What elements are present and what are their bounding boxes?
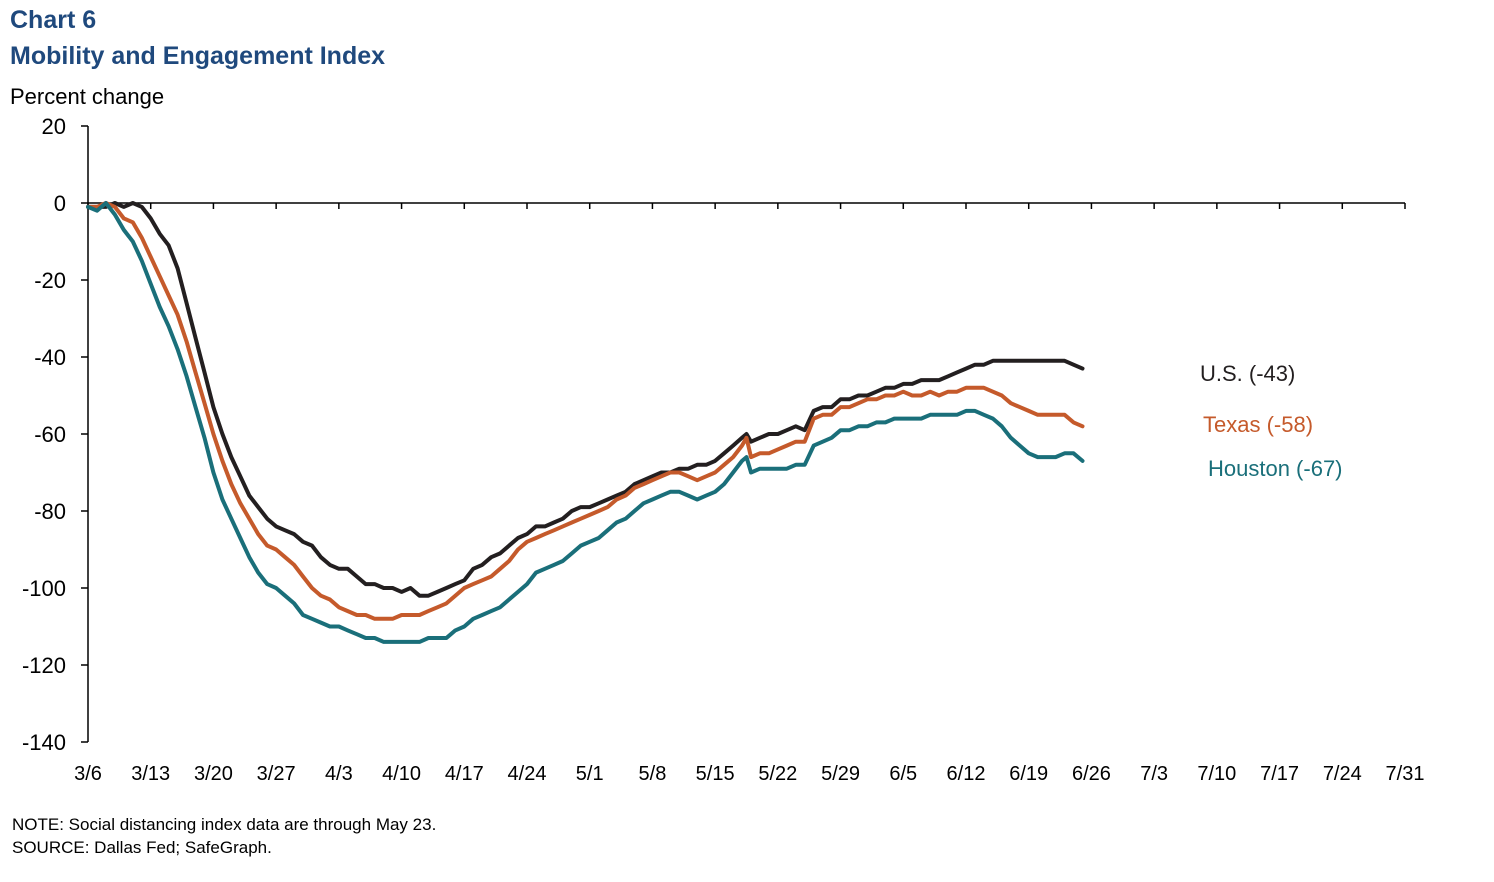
x-tick-label: 3/6: [74, 763, 102, 785]
x-tick-label: 7/31: [1386, 763, 1425, 785]
chart-number: Chart 6: [10, 6, 97, 34]
x-tick-labels: 3/6 3/13 3/20 3/27 4/3 4/10 4/17 4/24 5/1 5/8 5/15…: [74, 763, 1424, 785]
x-tick-label: 4/17: [445, 763, 484, 785]
y-tick-label: -120: [22, 653, 66, 678]
y-tick-labels: 20 0 -20 -40 -60 -80 -100 -120 -140: [22, 114, 66, 755]
x-tick-label: 4/10: [382, 763, 421, 785]
x-tick-label: 7/17: [1260, 763, 1299, 785]
x-tick-label: 4/24: [508, 763, 547, 785]
x-tick-label: 3/20: [194, 763, 233, 785]
y-tick-label: -20: [34, 268, 66, 293]
axes: [81, 125, 1406, 743]
y-tick-label: -40: [34, 345, 66, 370]
x-tick-label: 6/5: [889, 763, 917, 785]
x-tick-label: 3/27: [257, 763, 296, 785]
y-tick-label: -60: [34, 422, 66, 447]
x-tick-label: 7/24: [1323, 763, 1362, 785]
x-tick-label: 4/3: [325, 763, 353, 785]
y-tick-label: -80: [34, 499, 66, 524]
y-tick-label: -140: [22, 730, 66, 755]
y-tick-label: -100: [22, 576, 66, 601]
series-line-houston: [86, 201, 1085, 644]
chart-title: Mobility and Engagement Index: [10, 42, 386, 70]
x-tick-label: 5/1: [576, 763, 604, 785]
x-tick-label: 6/12: [947, 763, 986, 785]
series-line-texas: [86, 201, 1085, 621]
y-tick-label: 20: [42, 114, 66, 139]
series-label-houston: Houston (-67): [1208, 456, 1343, 481]
x-tick-label: 7/3: [1140, 763, 1168, 785]
footnote-source: SOURCE: Dallas Fed; SafeGraph.: [12, 838, 272, 857]
x-tick-label: 5/22: [758, 763, 797, 785]
x-tick-label: 5/29: [821, 763, 860, 785]
x-tick-label: 5/8: [639, 763, 667, 785]
series-label-us: U.S. (-43): [1200, 361, 1295, 386]
x-tick-label: 6/19: [1009, 763, 1048, 785]
series-lines: [86, 201, 1085, 644]
x-tick-label: 5/15: [696, 763, 735, 785]
series-labels: U.S. (-43) Texas (-58) Houston (-67): [1200, 361, 1343, 481]
x-tick-label: 6/26: [1072, 763, 1111, 785]
y-tick-label: 0: [54, 191, 66, 216]
x-tick-label: 7/10: [1197, 763, 1236, 785]
x-tick-label: 3/13: [131, 763, 170, 785]
line-chart: 200-20-40-60-80-100-120-140 3/6 3/13 3/20 3…: [22, 114, 1425, 785]
y-axis-label: Percent change: [10, 84, 165, 109]
footnote-note: NOTE: Social distancing index data are t…: [12, 815, 437, 834]
series-line-us: [86, 201, 1085, 598]
series-label-texas: Texas (-58): [1203, 412, 1313, 437]
